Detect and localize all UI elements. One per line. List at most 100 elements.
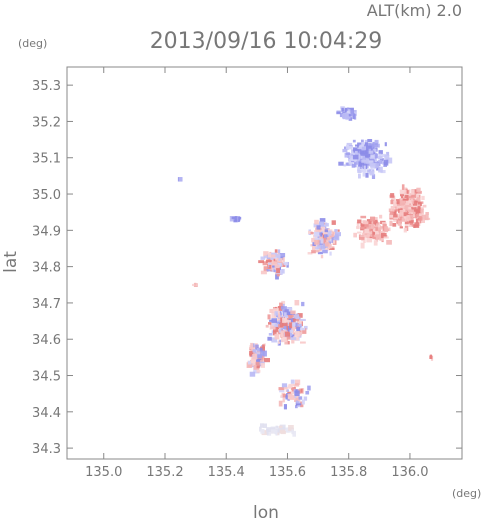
data-point <box>324 229 328 233</box>
data-point <box>280 331 284 338</box>
data-point <box>389 220 393 227</box>
data-point <box>424 214 429 221</box>
data-point <box>386 151 390 156</box>
data-point <box>379 236 384 241</box>
data-point <box>378 156 383 160</box>
data-point <box>410 207 417 212</box>
data-point <box>255 361 261 366</box>
y-tick-label: 34.7 <box>32 297 61 312</box>
data-point <box>291 337 295 344</box>
data-point <box>267 430 272 436</box>
data-point <box>300 388 303 393</box>
data-point <box>262 423 267 428</box>
data-point <box>416 190 422 194</box>
data-point <box>363 165 366 170</box>
data-point <box>274 249 278 253</box>
data-point <box>268 322 274 325</box>
data-point <box>363 237 366 243</box>
data-point <box>394 210 397 215</box>
data-point <box>377 143 380 148</box>
data-point <box>378 236 382 240</box>
data-point <box>274 264 280 270</box>
data-point <box>396 199 400 204</box>
data-point <box>429 354 432 359</box>
data-point <box>360 223 365 227</box>
data-point <box>328 243 332 249</box>
data-point <box>373 228 376 232</box>
x-tick-label: 135.6 <box>269 465 306 480</box>
data-point <box>400 200 406 206</box>
data-point <box>257 348 260 352</box>
data-point <box>305 391 310 395</box>
data-point <box>386 240 392 245</box>
data-point <box>360 215 367 219</box>
data-point <box>278 342 281 346</box>
data-point <box>384 226 388 232</box>
data-point <box>299 320 302 326</box>
data-point <box>329 251 332 256</box>
data-point <box>295 379 301 385</box>
data-point <box>399 226 403 229</box>
data-point <box>417 206 421 210</box>
data-point <box>254 366 260 370</box>
y-tick-label: 34.8 <box>32 261 61 276</box>
data-point <box>294 331 300 337</box>
data-point <box>359 153 365 160</box>
data-point <box>399 217 402 221</box>
data-point <box>271 320 275 326</box>
data-point <box>416 208 421 214</box>
data-point <box>359 234 366 238</box>
data-point <box>282 318 287 323</box>
data-point <box>412 192 417 198</box>
data-point <box>275 274 279 280</box>
data-point <box>366 145 372 151</box>
data-point <box>313 231 320 237</box>
data-point <box>380 170 386 174</box>
data-point <box>277 340 280 344</box>
data-point <box>370 166 373 171</box>
data-point <box>373 217 378 221</box>
data-point <box>295 389 298 394</box>
data-point <box>276 327 281 331</box>
data-point <box>324 222 328 227</box>
data-point <box>281 269 285 274</box>
data-point <box>356 221 360 227</box>
data-point <box>400 205 406 211</box>
data-point <box>288 425 294 431</box>
data-point <box>425 212 429 215</box>
data-point <box>368 150 374 154</box>
data-point <box>316 225 321 230</box>
data-point <box>419 213 424 216</box>
data-point <box>412 214 418 218</box>
data-point <box>291 429 294 435</box>
data-point <box>372 141 379 148</box>
data-point <box>378 150 383 155</box>
data-point <box>375 231 379 237</box>
data-point <box>294 397 300 402</box>
data-point <box>311 249 316 254</box>
data-point <box>411 200 414 204</box>
y-tick-label: 34.9 <box>32 224 61 239</box>
data-point <box>291 334 295 338</box>
data-point <box>250 357 257 364</box>
data-point <box>362 221 369 225</box>
data-point <box>352 139 356 143</box>
data-point <box>418 220 421 226</box>
y-tick-label: 35.3 <box>32 79 61 94</box>
data-point <box>320 226 325 232</box>
data-point <box>289 322 293 329</box>
data-point <box>301 301 305 307</box>
data-point <box>344 153 349 158</box>
data-point <box>302 328 307 334</box>
data-point <box>315 243 319 250</box>
data-point <box>416 197 420 200</box>
data-point <box>269 325 276 330</box>
data-point <box>293 314 299 319</box>
data-point <box>330 234 334 239</box>
axis-ticks: 135.0 135.2 135.4 135.6 135.8 136.0 34.3 34.4 34… <box>32 67 462 480</box>
data-point <box>262 344 265 349</box>
data-point <box>351 158 357 161</box>
data-point <box>300 321 303 326</box>
data-point <box>264 255 270 259</box>
data-point <box>358 155 361 158</box>
